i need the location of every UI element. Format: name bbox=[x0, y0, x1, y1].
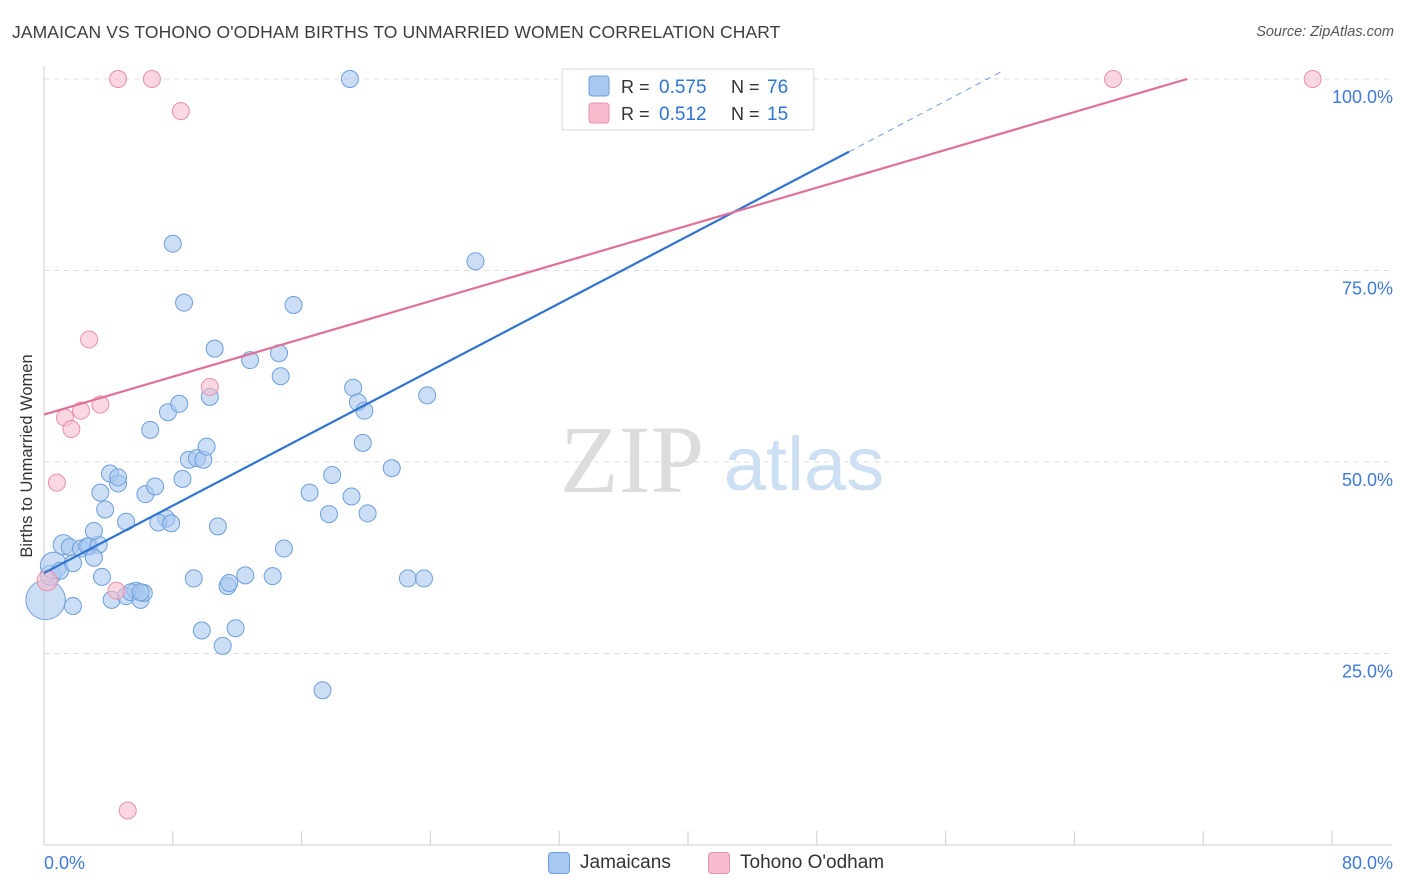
point-tohono bbox=[1303, 70, 1322, 88]
point-tohono bbox=[109, 70, 128, 88]
point-tohono bbox=[171, 102, 190, 121]
grid-layer bbox=[44, 78, 1392, 654]
chart-title: JAMAICAN VS TOHONO O'ODHAM BIRTHS TO UNM… bbox=[12, 22, 781, 42]
legend-n-value-tohono: 15 bbox=[767, 104, 788, 125]
point-jamaicans bbox=[226, 619, 245, 638]
point-jamaicans bbox=[92, 567, 111, 586]
legend-swatch-tohono-bottom bbox=[708, 852, 730, 874]
trendline-tohono bbox=[43, 77, 1188, 416]
point-jamaicans bbox=[184, 569, 203, 588]
point-jamaicans bbox=[263, 567, 282, 586]
tick-labels: 25.0% 50.0% 75.0% 100.0% 0.0% 80.0% bbox=[44, 87, 1393, 873]
point-jamaicans bbox=[342, 487, 361, 506]
point-jamaicans bbox=[141, 420, 160, 439]
y-tick-label: 50.0% bbox=[1342, 470, 1393, 490]
point-jamaicans bbox=[319, 505, 338, 524]
point-jamaicans bbox=[398, 569, 417, 588]
y-tick-label: 100.0% bbox=[1332, 87, 1393, 107]
point-jamaicans bbox=[274, 539, 293, 558]
point-jamaicans bbox=[313, 681, 332, 700]
y-tick-label: 25.0% bbox=[1342, 662, 1393, 682]
point-jamaicans bbox=[84, 521, 103, 540]
point-tohono bbox=[118, 801, 137, 820]
point-jamaicans bbox=[236, 566, 255, 585]
point-jamaicans bbox=[63, 597, 82, 616]
point-jamaicans bbox=[271, 367, 290, 386]
point-jamaicans bbox=[340, 70, 359, 88]
point-jamaicans bbox=[358, 504, 377, 523]
point-jamaicans bbox=[175, 293, 194, 312]
point-jamaicans bbox=[96, 500, 115, 519]
point-jamaicans bbox=[284, 295, 303, 314]
points-layer bbox=[25, 70, 1322, 820]
point-jamaicans bbox=[84, 548, 103, 567]
legend-n-value-jamaicans: 76 bbox=[767, 77, 788, 98]
point-tohono bbox=[72, 401, 91, 420]
legend-r-label-tohono: R = bbox=[621, 104, 650, 124]
legend-label-jamaicans: Jamaicans bbox=[580, 852, 671, 873]
point-jamaicans bbox=[109, 468, 128, 487]
watermark: ZIP atlas bbox=[560, 406, 884, 513]
point-tohono bbox=[107, 581, 126, 600]
point-jamaicans bbox=[192, 621, 211, 640]
point-jamaicans bbox=[162, 514, 181, 533]
y-tick-label: 75.0% bbox=[1342, 279, 1393, 299]
legend-label-tohono: Tohono O'odham bbox=[740, 852, 885, 873]
x-tick-label-min: 0.0% bbox=[44, 853, 85, 873]
point-jamaicans bbox=[382, 459, 401, 478]
legend-item-tohono[interactable]: Tohono O'odham bbox=[708, 852, 884, 874]
x-tick-label-max: 80.0% bbox=[1342, 853, 1393, 873]
point-jamaicans bbox=[220, 574, 239, 593]
point-tohono bbox=[1104, 70, 1123, 88]
source-label: Source: ZipAtlas.com bbox=[1256, 24, 1394, 40]
point-jamaicans bbox=[213, 636, 232, 655]
point-tohono bbox=[80, 330, 99, 349]
legend-n-label-jamaicans: N = bbox=[731, 77, 760, 97]
point-jamaicans bbox=[197, 437, 216, 456]
point-tohono bbox=[36, 570, 58, 592]
trendline-jamaicans bbox=[43, 150, 850, 575]
point-jamaicans bbox=[418, 386, 437, 405]
legend-n-label-tohono: N = bbox=[731, 104, 760, 124]
point-jamaicans bbox=[170, 394, 189, 413]
point-jamaicans bbox=[323, 466, 342, 485]
legend-swatch-jamaicans-bottom bbox=[548, 852, 570, 874]
legend-swatch-jamaicans bbox=[588, 75, 610, 97]
point-jamaicans bbox=[146, 477, 165, 496]
watermark-zip: ZIP bbox=[560, 406, 704, 513]
point-tohono bbox=[142, 70, 161, 88]
legend-item-jamaicans[interactable]: Jamaicans bbox=[548, 852, 671, 874]
point-jamaicans bbox=[208, 517, 227, 536]
point-jamaicans bbox=[353, 433, 372, 452]
point-tohono bbox=[47, 473, 66, 492]
point-jamaicans bbox=[300, 483, 319, 502]
watermark-atlas: atlas bbox=[724, 422, 885, 507]
point-jamaicans bbox=[163, 234, 182, 253]
stats-legend: R = 0.575 N = 76 R = 0.512 N = 15 bbox=[561, 68, 815, 131]
point-tohono bbox=[62, 420, 81, 439]
legend-r-value-jamaicans: 0.575 bbox=[659, 77, 707, 98]
y-axis-label: Births to Unmarried Women bbox=[18, 354, 36, 557]
point-jamaicans bbox=[466, 252, 485, 271]
legend-r-value-tohono: 0.512 bbox=[659, 104, 707, 125]
point-tohono bbox=[200, 377, 219, 396]
trend-layer bbox=[43, 70, 1188, 575]
point-jamaicans bbox=[205, 339, 224, 358]
axes-layer bbox=[43, 66, 1392, 846]
point-jamaicans bbox=[173, 469, 192, 488]
series-legend: Jamaicans Tohono O'odham bbox=[0, 852, 1406, 878]
legend-swatch-tohono bbox=[588, 102, 610, 124]
legend-r-label-jamaicans: R = bbox=[621, 77, 650, 97]
point-jamaicans bbox=[131, 583, 150, 602]
point-jamaicans bbox=[414, 569, 433, 588]
point-jamaicans bbox=[91, 483, 110, 502]
trendline-jamaicans-extension bbox=[848, 70, 1003, 153]
